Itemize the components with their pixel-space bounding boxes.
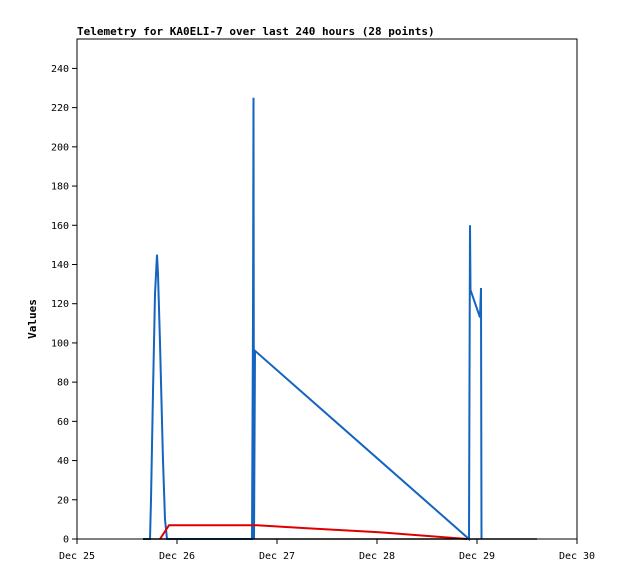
x-tick-label: Dec 27 bbox=[259, 551, 295, 562]
y-axis-label: Values bbox=[26, 299, 39, 339]
series-line-2 bbox=[159, 524, 468, 540]
y-tick-label: 20 bbox=[57, 495, 69, 506]
y-tick-label: 180 bbox=[51, 182, 69, 193]
y-tick-label: 240 bbox=[51, 64, 69, 75]
x-tick-label: Dec 29 bbox=[459, 551, 495, 562]
y-tick-label: 120 bbox=[51, 299, 69, 310]
chart-title: Telemetry for KA0ELI-7 over last 240 hou… bbox=[77, 25, 435, 38]
x-tick-label: Dec 25 bbox=[59, 551, 95, 562]
x-tick-label: Dec 28 bbox=[359, 551, 395, 562]
series-line-1 bbox=[143, 97, 483, 542]
x-tick-label: Dec 26 bbox=[159, 551, 195, 562]
y-axis: 0 20 40 60 80 100 120 140 160 180 200 220 240 bbox=[51, 64, 77, 546]
x-axis: Dec 25 Dec 26 Dec 27 Dec 28 Dec 29 Dec 30 bbox=[59, 539, 595, 562]
y-tick-label: 140 bbox=[51, 260, 69, 271]
x-tick-label: Dec 30 bbox=[559, 551, 595, 562]
y-tick-label: 220 bbox=[51, 103, 69, 114]
series-layer bbox=[143, 97, 537, 542]
y-tick-label: 60 bbox=[57, 417, 69, 428]
y-tick-label: 80 bbox=[57, 378, 69, 389]
y-tick-label: 160 bbox=[51, 221, 69, 232]
y-tick-label: 200 bbox=[51, 142, 69, 153]
y-tick-label: 0 bbox=[63, 535, 69, 546]
y-tick-label: 40 bbox=[57, 456, 69, 467]
y-tick-label: 100 bbox=[51, 338, 69, 349]
